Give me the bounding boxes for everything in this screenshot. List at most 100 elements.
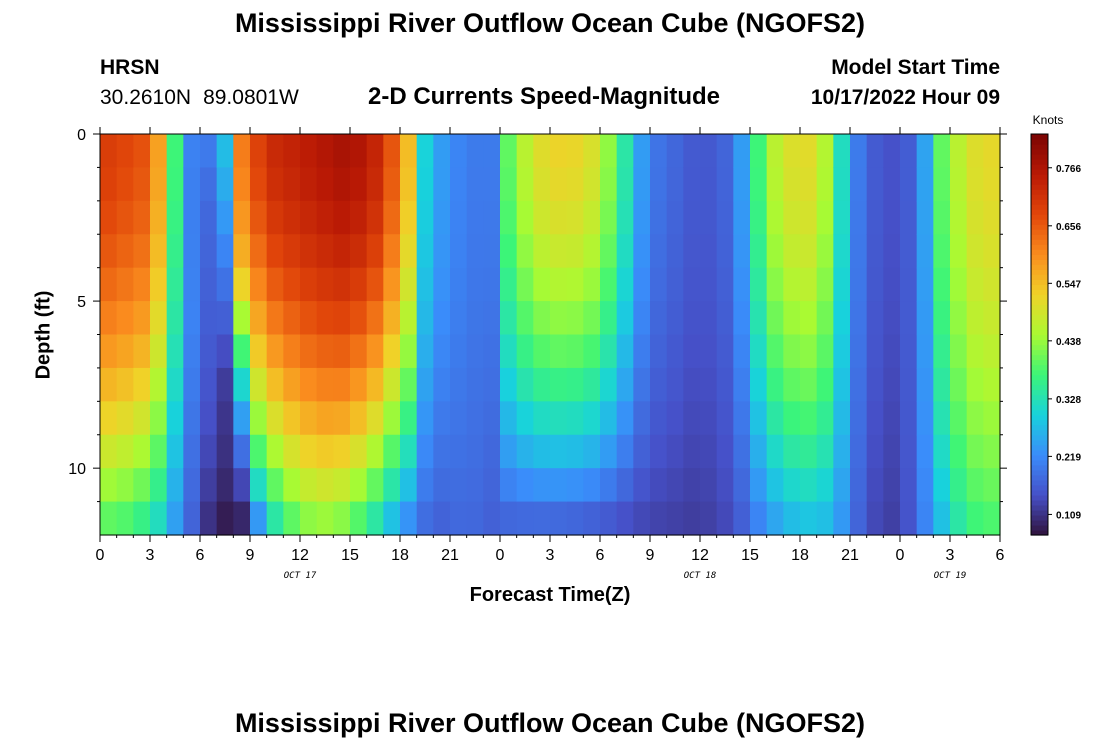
heatmap-cell xyxy=(716,267,734,302)
heatmap-cell xyxy=(566,468,584,503)
x-tick-label: 18 xyxy=(391,547,409,564)
heatmap-cell xyxy=(100,334,118,369)
heatmap-cell xyxy=(850,501,868,536)
heatmap-cell xyxy=(933,301,951,336)
heatmap-cell xyxy=(350,301,368,336)
colorbar-tick-label: 0.547 xyxy=(1056,279,1081,290)
heatmap-cell xyxy=(766,167,784,202)
heatmap-cell xyxy=(583,267,601,302)
heatmap-cell xyxy=(200,401,218,436)
y-tick-label: 5 xyxy=(77,294,86,311)
heatmap-cell xyxy=(516,401,534,436)
heatmap-cell xyxy=(416,434,434,469)
heatmap-cell xyxy=(300,167,318,202)
heatmap-cell xyxy=(433,501,451,536)
heatmap-cell xyxy=(166,401,184,436)
colorbar-segment xyxy=(1031,139,1048,145)
heatmap-cell xyxy=(733,367,751,402)
heatmap-cell xyxy=(383,134,401,169)
heatmap-cell xyxy=(500,501,518,536)
heatmap-cell xyxy=(716,134,734,169)
colorbar-segment xyxy=(1031,434,1048,441)
heatmap-cell xyxy=(266,468,284,503)
heatmap-cell xyxy=(916,267,934,302)
heatmap-cell xyxy=(383,401,401,436)
colorbar-segment xyxy=(1031,214,1048,220)
heatmap-cell xyxy=(616,434,634,469)
heatmap-cell xyxy=(483,234,501,269)
heatmap-cell xyxy=(650,134,668,169)
x-tick-label: 21 xyxy=(841,547,859,564)
heatmap-cell xyxy=(883,267,901,302)
heatmap-cell xyxy=(766,468,784,503)
colorbar-segment xyxy=(1031,394,1048,401)
heatmap-cell xyxy=(366,501,384,536)
heatmap-cell xyxy=(416,468,434,503)
heatmap-cell xyxy=(100,200,118,235)
heatmap-cell xyxy=(450,501,468,536)
heatmap-cell xyxy=(166,334,184,369)
heatmap-cell xyxy=(316,367,334,402)
x-tick-label: 0 xyxy=(896,547,905,564)
colorbar-segment xyxy=(1031,314,1048,321)
heatmap-cell xyxy=(933,367,951,402)
heatmap-cell xyxy=(833,234,851,269)
heatmap-cell xyxy=(950,234,968,269)
heatmap-cell xyxy=(600,501,618,536)
colorbar-segment xyxy=(1031,474,1048,481)
heatmap-cell xyxy=(783,134,801,169)
heatmap-cell xyxy=(300,234,318,269)
heatmap-cell xyxy=(466,401,484,436)
heatmap-cell xyxy=(750,134,768,169)
colorbar-segment xyxy=(1031,194,1048,200)
heatmap-cell xyxy=(483,134,501,169)
heatmap-cell xyxy=(600,434,618,469)
colorbar-tick-label: 0.219 xyxy=(1056,452,1081,463)
heatmap-cell xyxy=(233,200,251,235)
colorbar-segment xyxy=(1031,274,1048,280)
heatmap-cell xyxy=(433,234,451,269)
heatmap-cell xyxy=(950,301,968,336)
heatmap-cell xyxy=(416,267,434,302)
heatmap-cell xyxy=(883,334,901,369)
heatmap-cell xyxy=(566,234,584,269)
heatmap-cell xyxy=(316,501,334,536)
heatmap-cell xyxy=(650,267,668,302)
heatmap-cell xyxy=(316,468,334,503)
heatmap-cell xyxy=(283,334,301,369)
heatmap-cell xyxy=(666,501,684,536)
heatmap-cell xyxy=(283,501,301,536)
heatmap-cell xyxy=(333,501,351,536)
heatmap-cell xyxy=(650,501,668,536)
x-tick-label: 3 xyxy=(546,547,555,564)
heatmap-cell xyxy=(733,401,751,436)
heatmap-cell xyxy=(150,301,168,336)
heatmap-cell xyxy=(133,401,151,436)
heatmap-cell xyxy=(616,267,634,302)
heatmap-cell xyxy=(433,334,451,369)
heatmap-cell xyxy=(300,468,318,503)
colorbar-segment xyxy=(1031,324,1048,331)
heatmap-cell xyxy=(483,301,501,336)
heatmap-cell xyxy=(483,167,501,202)
heatmap-cell xyxy=(133,367,151,402)
colorbar-segment xyxy=(1031,419,1048,426)
heatmap-cell xyxy=(133,434,151,469)
heatmap-cell xyxy=(716,234,734,269)
heatmap-cell xyxy=(766,401,784,436)
heatmap-cell xyxy=(516,134,534,169)
heatmap-cell xyxy=(966,167,984,202)
heatmap-cell xyxy=(633,334,651,369)
heatmap-cell xyxy=(566,434,584,469)
heatmap-cell xyxy=(316,301,334,336)
heatmap-cell xyxy=(533,301,551,336)
heatmap-cell xyxy=(616,167,634,202)
heatmap-cell xyxy=(200,468,218,503)
heatmap-cell xyxy=(900,234,918,269)
colorbar-segment xyxy=(1031,304,1048,311)
heatmap-cell xyxy=(616,501,634,536)
heatmap-cell xyxy=(750,501,768,536)
heatmap-cell xyxy=(650,401,668,436)
heatmap-cell xyxy=(883,501,901,536)
heatmap-cell xyxy=(866,267,884,302)
